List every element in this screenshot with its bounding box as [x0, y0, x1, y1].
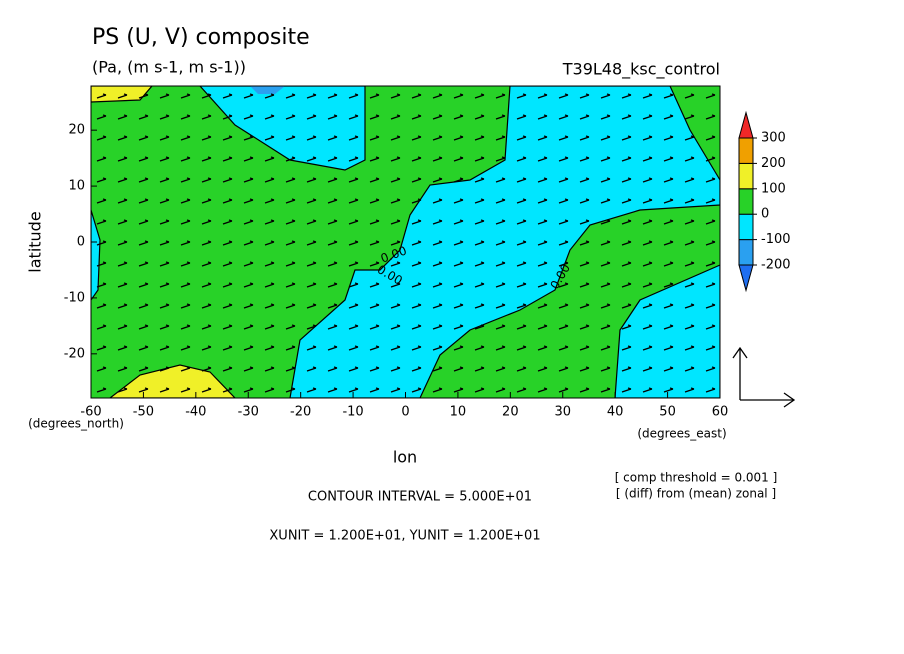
y-tick-label: 20 — [68, 123, 85, 138]
y-axis-label: latitude — [26, 211, 45, 272]
y-tick-label: 10 — [68, 179, 85, 194]
run-name: T39L48_ksc_control — [562, 60, 720, 80]
colorbar-label: 100 — [761, 181, 786, 196]
y-tick-label: -20 — [64, 346, 85, 361]
colorbar-box — [738, 213, 754, 241]
x-units: (degrees_east) — [637, 427, 726, 441]
chart-title: PS (U, V) composite — [92, 25, 310, 50]
x-axis-label: lon — [393, 448, 417, 467]
x-tick-label: -40 — [185, 405, 206, 420]
contour-interval: CONTOUR INTERVAL = 5.000E+01 — [308, 490, 532, 505]
colorbar-cap — [738, 264, 754, 293]
colorbar-box — [738, 137, 754, 164]
x-tick-label: 10 — [450, 405, 467, 420]
colorbar-box — [738, 162, 754, 190]
x-tick-label: -10 — [342, 405, 363, 420]
y-tick-label: 0 — [77, 235, 85, 250]
colorbar-cap — [738, 110, 754, 139]
x-tick-label: 60 — [712, 405, 729, 420]
y-units: (degrees_north) — [28, 417, 124, 431]
vector-field — [91, 86, 720, 398]
y-tick-label: -10 — [64, 290, 85, 305]
reference-vector — [732, 346, 796, 408]
colorbar-label: 200 — [761, 156, 786, 171]
x-tick-label: 20 — [502, 405, 519, 420]
vector-units: XUNIT = 1.200E+01, YUNIT = 1.200E+01 — [269, 529, 540, 544]
note: [ (diff) from (mean) zonal ] — [616, 487, 776, 501]
colorbar-box — [738, 188, 754, 215]
colorbar-label: -200 — [761, 258, 791, 273]
colorbar-label: 0 — [761, 207, 769, 222]
x-tick-label: -60 — [80, 405, 101, 420]
x-tick-label: -50 — [133, 405, 154, 420]
x-tick-label: 50 — [659, 405, 676, 420]
note: [ comp threshold = 0.001 ] — [615, 471, 778, 485]
x-tick-label: -30 — [238, 405, 259, 420]
field — [91, 86, 720, 398]
colorbar-label: 300 — [761, 131, 786, 146]
x-tick-label: -20 — [290, 405, 311, 420]
x-tick-label: 0 — [401, 405, 409, 420]
colorbar-box — [738, 239, 754, 266]
subtitle: (Pa, (m s-1, m s-1)) — [92, 58, 246, 77]
colorbar-label: -100 — [761, 232, 791, 247]
x-tick-label: 30 — [554, 405, 571, 420]
x-tick-label: 40 — [607, 405, 624, 420]
